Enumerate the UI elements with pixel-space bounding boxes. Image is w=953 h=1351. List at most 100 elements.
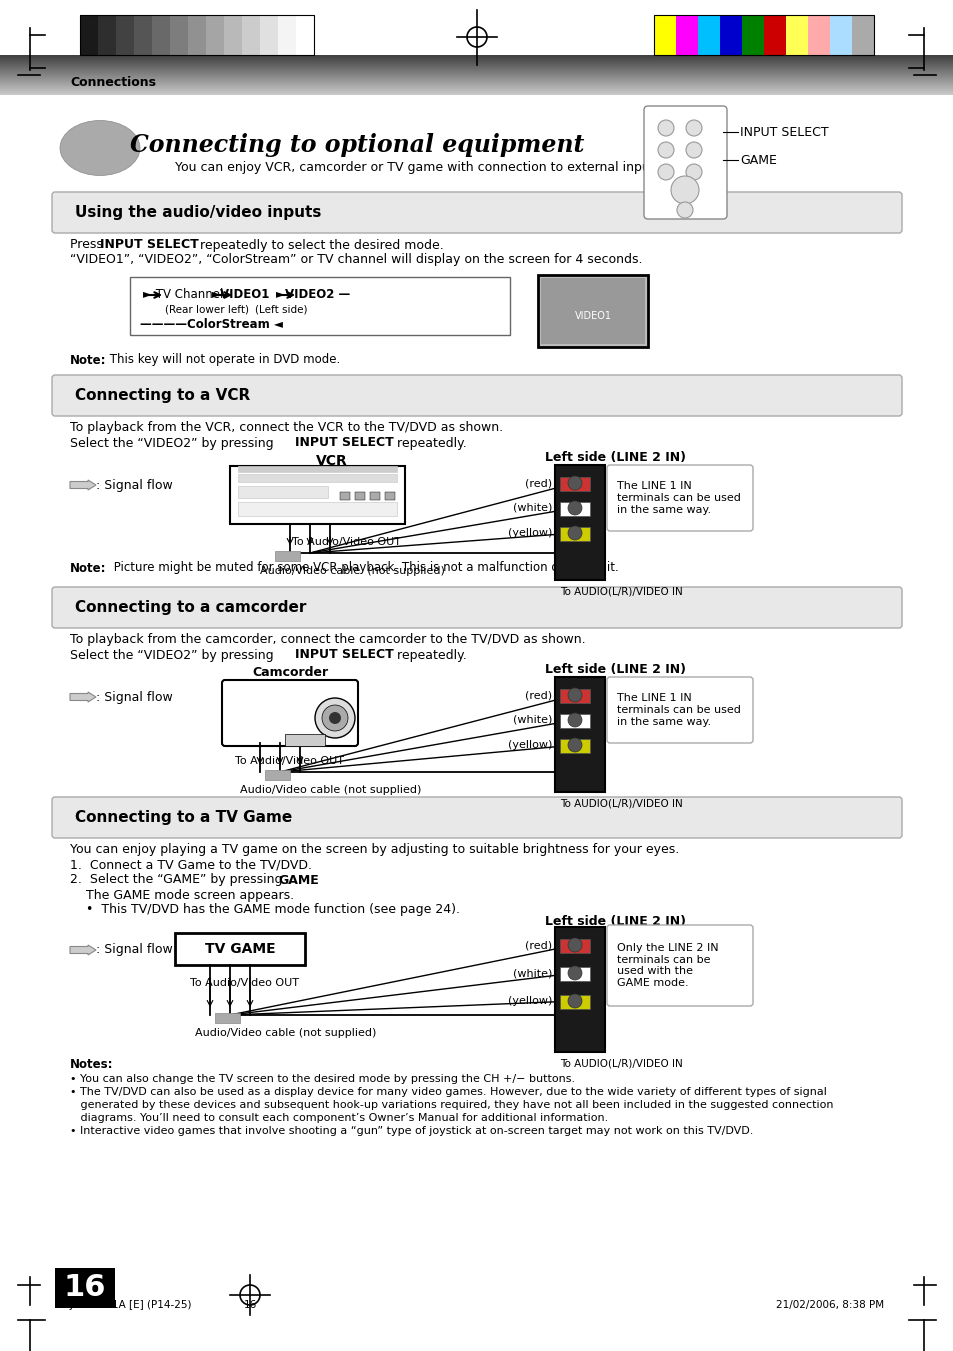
Text: To playback from the VCR, connect the VCR to the TV/DVD as shown.: To playback from the VCR, connect the VC… xyxy=(70,422,502,435)
FancyBboxPatch shape xyxy=(222,680,357,746)
Bar xyxy=(370,492,379,500)
Bar xyxy=(0,57,953,58)
Bar xyxy=(0,65,953,68)
Bar xyxy=(0,68,953,69)
Bar xyxy=(720,15,741,55)
Text: Note:: Note: xyxy=(70,354,107,366)
Text: ►VIDEO1: ►VIDEO1 xyxy=(212,289,270,301)
FancyBboxPatch shape xyxy=(643,105,726,219)
Text: This key will not operate in DVD mode.: This key will not operate in DVD mode. xyxy=(106,354,340,366)
Bar xyxy=(0,89,953,91)
Bar xyxy=(0,92,953,95)
Bar xyxy=(174,934,305,965)
Circle shape xyxy=(685,120,701,136)
Text: (yellow): (yellow) xyxy=(507,740,552,750)
Bar xyxy=(230,466,405,524)
Bar xyxy=(0,58,953,59)
Text: VIDEO1: VIDEO1 xyxy=(574,311,611,322)
Bar xyxy=(0,62,953,63)
Bar xyxy=(0,74,953,76)
Text: To Audio/Video OUT: To Audio/Video OUT xyxy=(234,757,344,766)
Circle shape xyxy=(670,176,699,204)
Text: Connecting to a camcorder: Connecting to a camcorder xyxy=(75,600,306,615)
Bar xyxy=(237,466,396,471)
Circle shape xyxy=(567,526,581,540)
Text: INPUT SELECT: INPUT SELECT xyxy=(294,436,394,450)
Text: Left side (LINE 2 IN): Left side (LINE 2 IN) xyxy=(544,663,685,677)
Text: diagrams. You’ll need to consult each component’s Owner’s Manual for additional : diagrams. You’ll need to consult each co… xyxy=(70,1113,608,1123)
Text: • The TV/DVD can also be used as a display device for many video games. However,: • The TV/DVD can also be used as a displ… xyxy=(70,1088,826,1097)
Bar xyxy=(559,994,589,1009)
Text: : Signal flow: : Signal flow xyxy=(96,478,172,492)
Text: Left side (LINE 2 IN): Left side (LINE 2 IN) xyxy=(544,916,685,928)
FancyBboxPatch shape xyxy=(606,677,752,743)
Bar xyxy=(339,492,350,500)
Text: ————ColorStream ◄: ————ColorStream ◄ xyxy=(140,319,283,331)
Text: (white): (white) xyxy=(512,715,552,725)
Bar xyxy=(0,86,953,88)
Text: INPUT SELECT: INPUT SELECT xyxy=(100,239,198,251)
Ellipse shape xyxy=(60,120,140,176)
Text: The LINE 1 IN
terminals can be used
in the same way.: The LINE 1 IN terminals can be used in t… xyxy=(617,481,740,515)
Text: Select the “VIDEO2” by pressing: Select the “VIDEO2” by pressing xyxy=(70,436,277,450)
Bar xyxy=(540,278,644,345)
Bar xyxy=(555,677,604,792)
Text: Connecting to a TV Game: Connecting to a TV Game xyxy=(75,811,292,825)
Bar xyxy=(0,73,953,74)
FancyBboxPatch shape xyxy=(52,586,901,628)
Bar xyxy=(559,939,589,952)
Text: To AUDIO(L/R)/VIDEO IN: To AUDIO(L/R)/VIDEO IN xyxy=(559,586,682,597)
Text: INPUT SELECT: INPUT SELECT xyxy=(740,126,828,139)
Bar xyxy=(559,477,589,490)
Bar xyxy=(0,61,953,62)
Bar xyxy=(559,503,589,516)
Circle shape xyxy=(658,142,673,158)
FancyBboxPatch shape xyxy=(606,925,752,1006)
Text: Connecting to optional equipment: Connecting to optional equipment xyxy=(130,132,584,157)
Bar xyxy=(242,15,260,55)
Text: • You can also change the TV screen to the desired mode by pressing the CH +/− b: • You can also change the TV screen to t… xyxy=(70,1074,575,1084)
Circle shape xyxy=(658,120,673,136)
Bar xyxy=(0,89,953,91)
Text: ►VIDEO2 —: ►VIDEO2 — xyxy=(275,289,350,301)
Bar xyxy=(0,0,953,70)
Bar xyxy=(237,486,328,499)
Text: Audio/Video cable  (not supplied): Audio/Video cable (not supplied) xyxy=(260,566,444,576)
Bar xyxy=(0,76,953,77)
Bar xyxy=(260,15,277,55)
Bar xyxy=(0,55,953,57)
Bar xyxy=(807,15,829,55)
Bar xyxy=(80,15,314,55)
Bar xyxy=(0,93,953,95)
Bar xyxy=(0,82,953,84)
Text: repeatedly.: repeatedly. xyxy=(393,436,466,450)
Text: Connecting to a VCR: Connecting to a VCR xyxy=(75,388,250,403)
Bar xyxy=(214,1013,240,1023)
Text: (white): (white) xyxy=(512,503,552,513)
Bar xyxy=(537,276,647,347)
Circle shape xyxy=(567,501,581,515)
Circle shape xyxy=(567,688,581,703)
Bar xyxy=(0,59,953,61)
Text: (red): (red) xyxy=(524,690,552,700)
Circle shape xyxy=(685,142,701,158)
Text: : Signal flow: : Signal flow xyxy=(96,690,172,704)
Bar xyxy=(0,73,953,76)
Text: ► TV Channel: ► TV Channel xyxy=(143,289,223,301)
Bar xyxy=(0,58,953,59)
Circle shape xyxy=(322,705,348,731)
Text: To AUDIO(L/R)/VIDEO IN: To AUDIO(L/R)/VIDEO IN xyxy=(559,1059,682,1069)
Text: To Audio/Video OUT: To Audio/Video OUT xyxy=(190,978,298,988)
Text: Audio/Video cable (not supplied): Audio/Video cable (not supplied) xyxy=(194,1028,376,1038)
Circle shape xyxy=(567,738,581,753)
Bar xyxy=(295,15,314,55)
Text: Press: Press xyxy=(70,239,107,251)
Circle shape xyxy=(314,698,355,738)
Bar xyxy=(98,15,116,55)
Text: generated by these devices and subsequent hook-up variations required, they have: generated by these devices and subsequen… xyxy=(70,1100,833,1111)
Circle shape xyxy=(567,966,581,979)
Text: repeatedly to select the desired mode.: repeatedly to select the desired mode. xyxy=(195,239,443,251)
Bar xyxy=(0,77,953,78)
Text: (red): (red) xyxy=(524,940,552,950)
Bar xyxy=(0,77,953,78)
